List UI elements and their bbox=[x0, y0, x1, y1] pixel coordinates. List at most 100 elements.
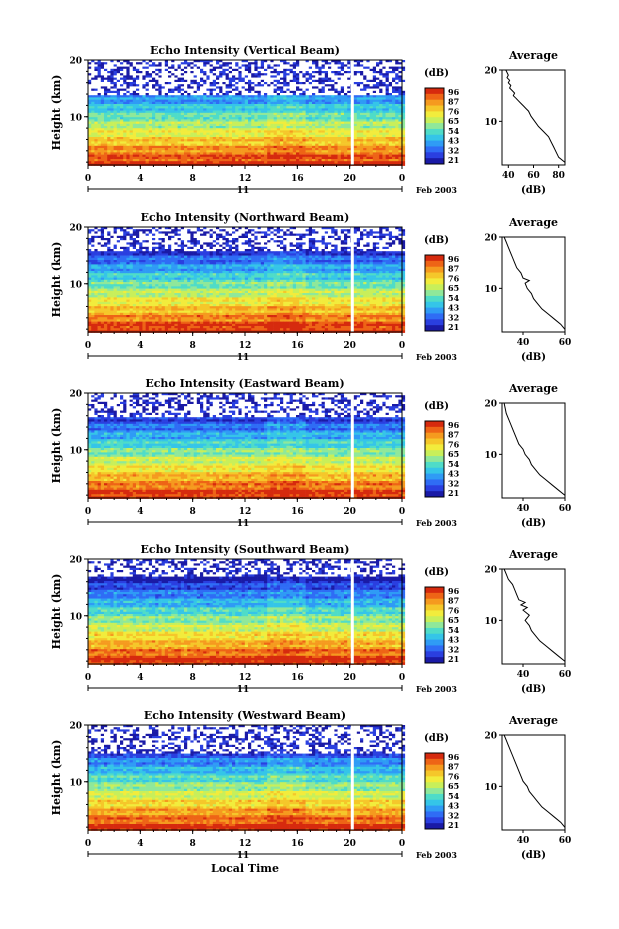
heat-cell bbox=[344, 101, 348, 105]
heat-cell bbox=[113, 73, 118, 76]
heat-cell bbox=[369, 99, 374, 103]
heat-cell bbox=[264, 97, 268, 100]
heat-cell bbox=[200, 130, 204, 133]
heat-cell bbox=[116, 123, 121, 127]
heat-cell bbox=[180, 121, 185, 125]
heat-cell bbox=[100, 62, 105, 65]
heat-cell bbox=[123, 90, 127, 94]
heat-cell bbox=[244, 108, 249, 111]
heat-cell bbox=[241, 161, 246, 164]
heat-cell bbox=[376, 88, 380, 92]
heat-cell bbox=[299, 106, 303, 109]
heat-cell bbox=[318, 139, 322, 142]
heat-cell bbox=[340, 60, 345, 63]
heat-cell bbox=[206, 106, 210, 109]
heat-cell bbox=[401, 115, 406, 118]
heat-cell bbox=[196, 66, 201, 70]
heat-cell bbox=[299, 101, 303, 105]
heat-cell bbox=[296, 110, 300, 114]
heat-cell bbox=[168, 79, 172, 83]
heat-cell bbox=[97, 229, 102, 232]
heat-cell bbox=[385, 99, 390, 103]
heat-cell bbox=[331, 90, 335, 94]
heat-cell bbox=[270, 161, 274, 164]
heat-cell bbox=[360, 99, 364, 103]
profile-x-tick-label: 80 bbox=[552, 171, 565, 181]
heat-cell bbox=[328, 97, 332, 100]
heat-cell bbox=[126, 126, 130, 129]
heat-cell bbox=[289, 99, 294, 103]
heat-cell bbox=[238, 112, 242, 116]
heat-cell bbox=[193, 139, 198, 142]
heat-cell bbox=[340, 139, 345, 142]
heat-cell bbox=[286, 152, 290, 155]
colorbar-swatch bbox=[425, 155, 444, 159]
heat-cell bbox=[145, 64, 150, 67]
heat-cell bbox=[276, 159, 281, 162]
heat-cell bbox=[328, 145, 332, 149]
heat-cell bbox=[216, 93, 220, 96]
heat-cell bbox=[401, 117, 406, 120]
heat-cell bbox=[180, 229, 185, 232]
heat-cell bbox=[97, 60, 102, 63]
heat-cell bbox=[344, 139, 348, 142]
heat-cell bbox=[376, 79, 380, 83]
heat-cell bbox=[372, 121, 377, 125]
heat-cell bbox=[395, 62, 399, 65]
heat-cell bbox=[155, 154, 159, 158]
heat-cell bbox=[369, 64, 374, 67]
heat-cell bbox=[206, 68, 210, 72]
heat-cell bbox=[401, 128, 406, 131]
heat-cell bbox=[347, 141, 351, 144]
heat-cell bbox=[312, 79, 316, 83]
heat-cell bbox=[331, 112, 335, 116]
heat-cell bbox=[260, 137, 265, 140]
heat-cell bbox=[184, 79, 188, 83]
heat-cell bbox=[292, 101, 297, 105]
heat-cell bbox=[379, 117, 383, 120]
heat-cell bbox=[337, 86, 342, 89]
heat-cell bbox=[139, 130, 143, 133]
heat-cell bbox=[334, 156, 338, 160]
heat-cell bbox=[212, 77, 217, 81]
heat-cell bbox=[270, 106, 274, 109]
heat-cell bbox=[248, 150, 252, 153]
heat-cell bbox=[363, 128, 367, 131]
heat-cell bbox=[180, 95, 185, 98]
heat-cell bbox=[251, 79, 255, 83]
heat-cell bbox=[340, 93, 345, 96]
echo-heatmap bbox=[88, 60, 406, 166]
heat-cell bbox=[142, 66, 146, 70]
heat-cell bbox=[225, 71, 230, 74]
heat-cell bbox=[340, 227, 345, 230]
heat-cell bbox=[203, 71, 207, 74]
heat-cell bbox=[100, 88, 105, 92]
heat-cell bbox=[344, 123, 348, 127]
heat-cell bbox=[286, 115, 290, 118]
heat-cell bbox=[193, 227, 198, 230]
heat-cell bbox=[382, 68, 386, 72]
heat-cell bbox=[113, 77, 118, 81]
heat-cell bbox=[395, 123, 399, 127]
heat-cell bbox=[363, 132, 367, 136]
heat-cell bbox=[120, 86, 124, 89]
heat-cell bbox=[395, 143, 399, 147]
heat-cell bbox=[148, 93, 153, 96]
heat-cell bbox=[200, 90, 204, 94]
heat-cell bbox=[398, 143, 402, 147]
heat-cell bbox=[168, 112, 172, 116]
heat-cell bbox=[289, 152, 294, 155]
heat-cell bbox=[187, 106, 191, 109]
heat-cell bbox=[212, 154, 217, 158]
heat-cell bbox=[334, 139, 338, 142]
heat-cell bbox=[388, 141, 393, 144]
heat-cell bbox=[254, 106, 258, 109]
heat-cell bbox=[232, 73, 236, 76]
heat-cell bbox=[356, 128, 361, 131]
colorbar-swatch bbox=[425, 134, 444, 139]
heat-cell bbox=[302, 106, 306, 109]
heat-cell bbox=[385, 66, 390, 70]
heat-cell bbox=[299, 145, 303, 149]
heat-cell bbox=[222, 108, 226, 111]
heat-cell bbox=[254, 101, 258, 105]
